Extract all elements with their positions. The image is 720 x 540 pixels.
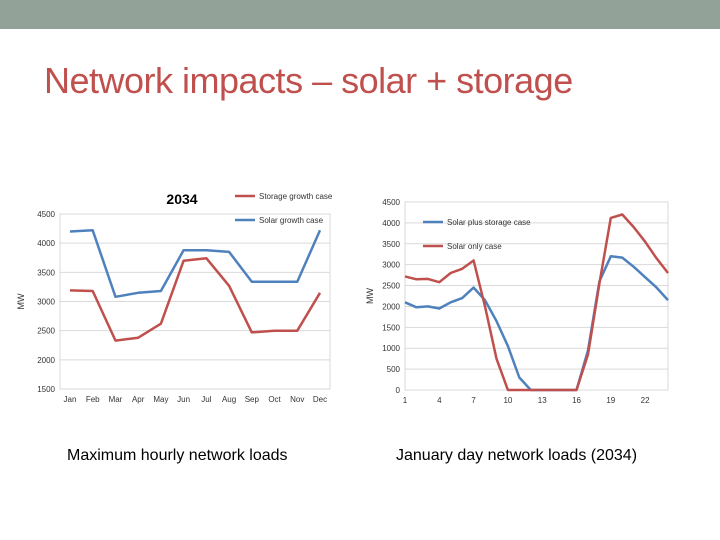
y-tick-label: 3000	[37, 298, 55, 307]
x-tick-label: Apr	[132, 395, 145, 404]
series-line-1	[404, 255, 669, 392]
y-tick-label: 4000	[37, 239, 55, 248]
x-tick-label: Mar	[109, 395, 123, 404]
legend-label: Solar growth case	[259, 216, 324, 225]
y-tick-label: 3000	[382, 261, 400, 270]
x-tick-label: Dec	[313, 395, 327, 404]
y-tick-label: 2500	[382, 282, 400, 291]
x-tick-label: 4	[437, 396, 442, 405]
legend-label: Solar plus storage case	[447, 218, 531, 227]
y-tick-label: 1500	[382, 323, 400, 332]
x-tick-label: 10	[503, 396, 512, 405]
legend-label: Storage growth case	[259, 192, 333, 201]
y-tick-label: 1000	[382, 344, 400, 353]
y-axis-label: MW	[365, 288, 375, 304]
y-tick-label: 4500	[382, 198, 400, 207]
y-tick-label: 2000	[37, 356, 55, 365]
x-tick-label: 19	[606, 396, 615, 405]
y-tick-label: 3500	[382, 240, 400, 249]
series-line-2	[69, 229, 322, 299]
x-tick-label: Sep	[245, 395, 260, 404]
y-tick-label: 0	[396, 386, 401, 395]
series-line-1	[69, 257, 322, 342]
x-tick-label: May	[153, 395, 168, 404]
x-tick-label: 13	[538, 396, 547, 405]
x-tick-label: 22	[641, 396, 650, 405]
monthly-load-chart: 1500 2000 2500 3000 3500 4000 4500 Jan Feb Mar Apr…	[16, 191, 333, 404]
x-tick-label: Jul	[201, 395, 211, 404]
caption-monthly-chart: Maximum hourly network loads	[67, 447, 288, 464]
y-tick-label: 2500	[37, 327, 55, 336]
x-tick-label: Oct	[268, 395, 281, 404]
y-axis-label: MW	[16, 293, 26, 309]
series-line-2	[404, 213, 669, 392]
y-tick-label: 500	[387, 365, 401, 374]
slide-title: Network impacts – solar + storage	[44, 60, 573, 101]
y-tick-label: 4500	[37, 210, 55, 219]
x-tick-label: Aug	[222, 395, 236, 404]
caption-january-chart: January day network loads (2034)	[396, 447, 638, 464]
y-tick-label: 3500	[37, 268, 55, 277]
legend-label: Solar only case	[447, 242, 502, 251]
x-tick-label: Jan	[64, 395, 77, 404]
x-tick-label: Jun	[177, 395, 190, 404]
january-day-load-chart: 0 500 1000 1500 2000 2500 3000 3500 4000 4500 1 4 7 1…	[365, 198, 669, 405]
y-tick-label: 1500	[37, 385, 55, 394]
x-tick-label: 1	[403, 396, 408, 405]
x-tick-label: Nov	[290, 395, 304, 404]
x-tick-label: 16	[572, 396, 581, 405]
x-tick-label: 7	[471, 396, 476, 405]
x-tick-label: Feb	[86, 395, 100, 404]
chart-title: 2034	[166, 191, 197, 207]
plot-area-border	[404, 201, 669, 391]
top-bar	[0, 0, 720, 29]
y-tick-label: 2000	[382, 302, 400, 311]
y-tick-label: 4000	[382, 219, 400, 228]
